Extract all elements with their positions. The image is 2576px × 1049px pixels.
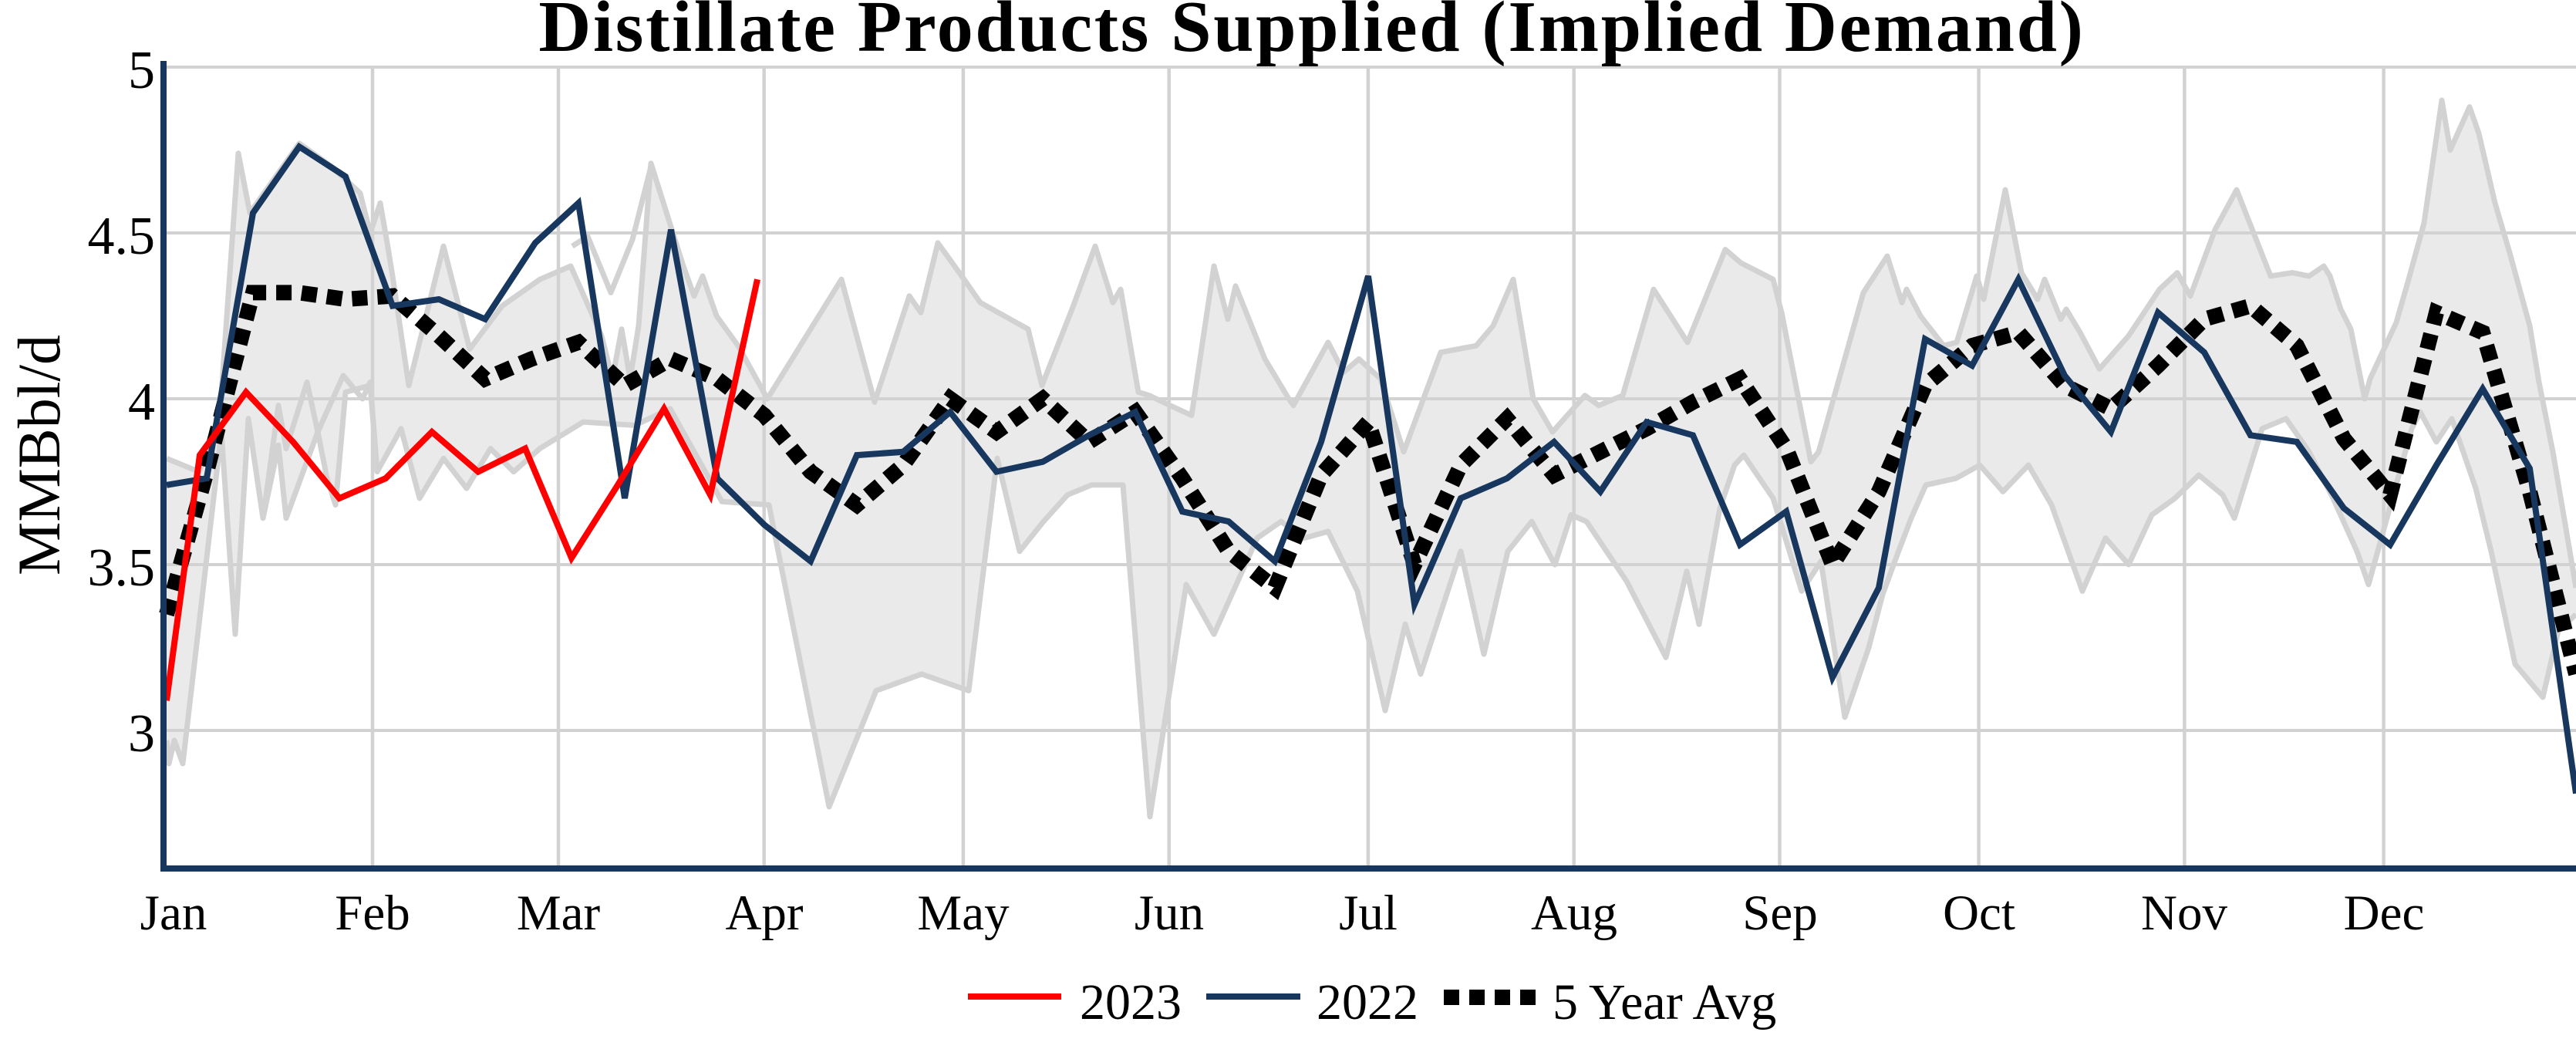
svg-text:Apr: Apr <box>725 885 803 941</box>
svg-text:MMBbl/d: MMBbl/d <box>5 335 72 575</box>
svg-text:Aug: Aug <box>1531 885 1617 941</box>
svg-text:3.5: 3.5 <box>88 538 156 598</box>
svg-text:Jul: Jul <box>1339 885 1398 941</box>
svg-text:2022: 2022 <box>1317 974 1418 1030</box>
svg-text:Sep: Sep <box>1742 885 1818 941</box>
svg-text:4: 4 <box>128 373 155 432</box>
svg-text:Oct: Oct <box>1943 885 2015 941</box>
svg-text:Dec: Dec <box>2344 885 2425 941</box>
svg-text:Jan: Jan <box>140 885 207 941</box>
svg-text:4.5: 4.5 <box>88 207 156 266</box>
svg-text:5: 5 <box>128 41 155 100</box>
svg-text:May: May <box>917 885 1010 941</box>
svg-text:2023: 2023 <box>1080 974 1182 1030</box>
svg-text:Jun: Jun <box>1135 885 1204 941</box>
svg-text:Mar: Mar <box>517 885 601 941</box>
svg-text:3: 3 <box>128 704 155 764</box>
svg-text:Nov: Nov <box>2141 885 2227 941</box>
svg-text:Feb: Feb <box>335 885 410 941</box>
svg-text:Distillate Products Supplied (: Distillate Products Supplied (Implied De… <box>538 0 2085 67</box>
svg-text:5 Year Avg: 5 Year Avg <box>1553 974 1776 1030</box>
